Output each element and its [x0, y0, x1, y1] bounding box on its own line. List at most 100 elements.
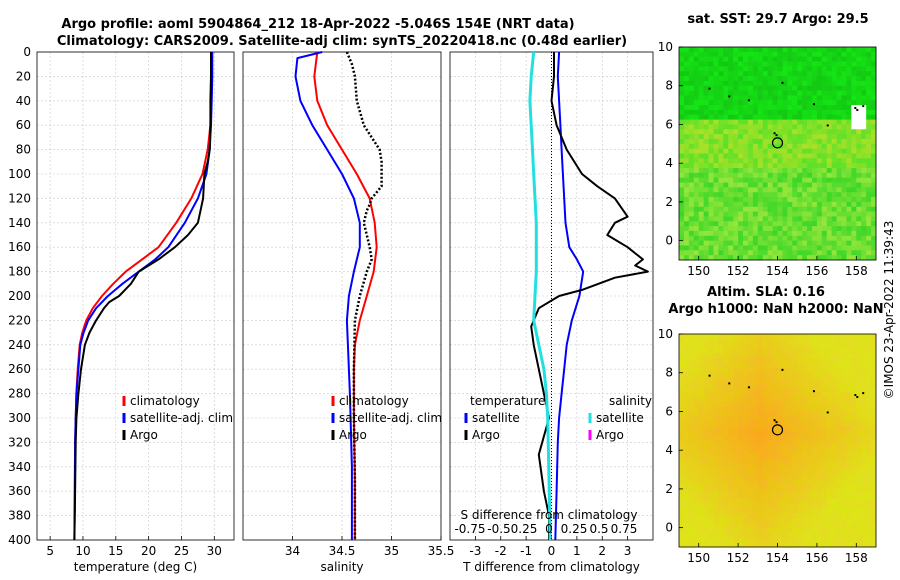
- map-cell: [747, 503, 754, 509]
- map-cell: [782, 51, 788, 58]
- map-cell: [802, 421, 808, 427]
- map-cell: [777, 66, 783, 72]
- map-cell: [683, 221, 690, 227]
- map-cell: [871, 474, 877, 480]
- map-cell: [767, 66, 773, 72]
- map-cell: [772, 187, 778, 193]
- map-cell: [866, 517, 872, 524]
- map-cell: [738, 372, 744, 378]
- map-cell: [743, 455, 749, 461]
- map-cell: [797, 134, 803, 140]
- map-cell: [708, 513, 714, 519]
- map-cell: [797, 353, 803, 359]
- map-cell: [787, 440, 793, 446]
- map-cell: [831, 503, 837, 509]
- map-cell: [831, 508, 837, 514]
- map-cell: [772, 425, 778, 432]
- map-cell: [718, 401, 724, 408]
- legend-label: climatology: [130, 394, 200, 408]
- map-cell: [703, 484, 709, 490]
- map-cell: [767, 168, 773, 174]
- map-cell: [811, 76, 818, 82]
- map-cell: [807, 430, 813, 437]
- map-cell: [816, 51, 823, 58]
- map-cell: [708, 56, 714, 62]
- map-cell: [698, 358, 705, 364]
- map-cell: [679, 129, 685, 135]
- map-cell: [743, 493, 749, 499]
- map-cell: [856, 542, 862, 548]
- map-cell: [787, 250, 793, 256]
- map-cell: [831, 416, 837, 422]
- map-cell: [723, 51, 729, 58]
- map-cell: [787, 445, 793, 451]
- map-cell: [708, 182, 714, 188]
- map-cell: [752, 192, 759, 198]
- map-cell: [841, 459, 847, 466]
- map-cell: [738, 498, 744, 504]
- map-cell: [752, 163, 759, 169]
- map-cell: [693, 226, 700, 232]
- map-cell: [782, 513, 788, 519]
- map-cell: [772, 211, 778, 217]
- map-cell: [861, 488, 867, 495]
- map-cell: [851, 435, 857, 441]
- map-cell: [703, 469, 709, 475]
- map-cell: [698, 382, 705, 388]
- map-cell: [752, 421, 759, 427]
- map-cell: [797, 401, 803, 408]
- map-cell: [846, 464, 852, 470]
- map-cell: [688, 474, 695, 480]
- map-cell: [728, 148, 734, 154]
- map-cell: [762, 182, 769, 188]
- map-cell: [856, 343, 862, 349]
- map-cell: [821, 450, 828, 456]
- map-cell: [777, 401, 783, 408]
- map-cell: [698, 416, 705, 422]
- map-cell: [866, 197, 872, 203]
- map-cell: [723, 430, 729, 437]
- map-cell: [679, 488, 685, 495]
- argo-location-marker: [771, 137, 784, 149]
- map-cell: [836, 177, 842, 183]
- map-cell: [807, 255, 813, 261]
- map-cell: [767, 51, 773, 58]
- map-cell: [826, 479, 833, 485]
- map-cell: [688, 90, 695, 96]
- map-cell: [792, 522, 798, 529]
- map-cell: [797, 80, 803, 87]
- map-cell: [782, 527, 788, 533]
- map-cell: [752, 153, 759, 159]
- map-cell: [738, 508, 744, 514]
- map-cell: [698, 61, 705, 67]
- map-cell: [693, 459, 700, 466]
- map-cell: [703, 129, 709, 135]
- map-cell: [821, 211, 828, 217]
- map-cell: [752, 114, 759, 121]
- map-cell: [782, 211, 788, 217]
- map-cell: [866, 348, 872, 354]
- map-cell: [718, 513, 724, 519]
- map-cell: [871, 401, 877, 408]
- map-cell: [846, 85, 852, 91]
- map-cell: [866, 100, 872, 106]
- top-axis-tick-label: 0: [545, 522, 553, 536]
- map-cell: [747, 119, 754, 125]
- map-cell: [738, 401, 744, 408]
- map-cell: [821, 61, 828, 67]
- map-cell: [871, 488, 877, 495]
- map-cell: [782, 479, 788, 485]
- map-cell: [728, 430, 734, 437]
- map-cell: [816, 172, 823, 179]
- map-cell: [757, 124, 764, 130]
- map-cell: [797, 143, 803, 150]
- map-cell: [826, 498, 833, 504]
- map-cell: [767, 124, 773, 130]
- map-cell: [733, 532, 739, 538]
- map-cell: [747, 56, 754, 62]
- map-cell: [792, 532, 798, 538]
- map-cell: [767, 95, 773, 101]
- map-cell: [782, 172, 788, 179]
- map-cell: [703, 401, 709, 408]
